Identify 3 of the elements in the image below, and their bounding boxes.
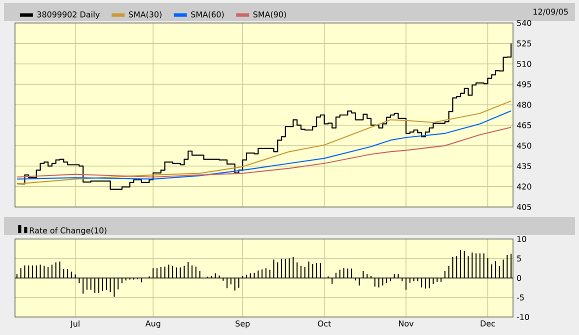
line-series [16, 100, 512, 185]
line-series [16, 126, 512, 178]
line-series [16, 110, 512, 180]
